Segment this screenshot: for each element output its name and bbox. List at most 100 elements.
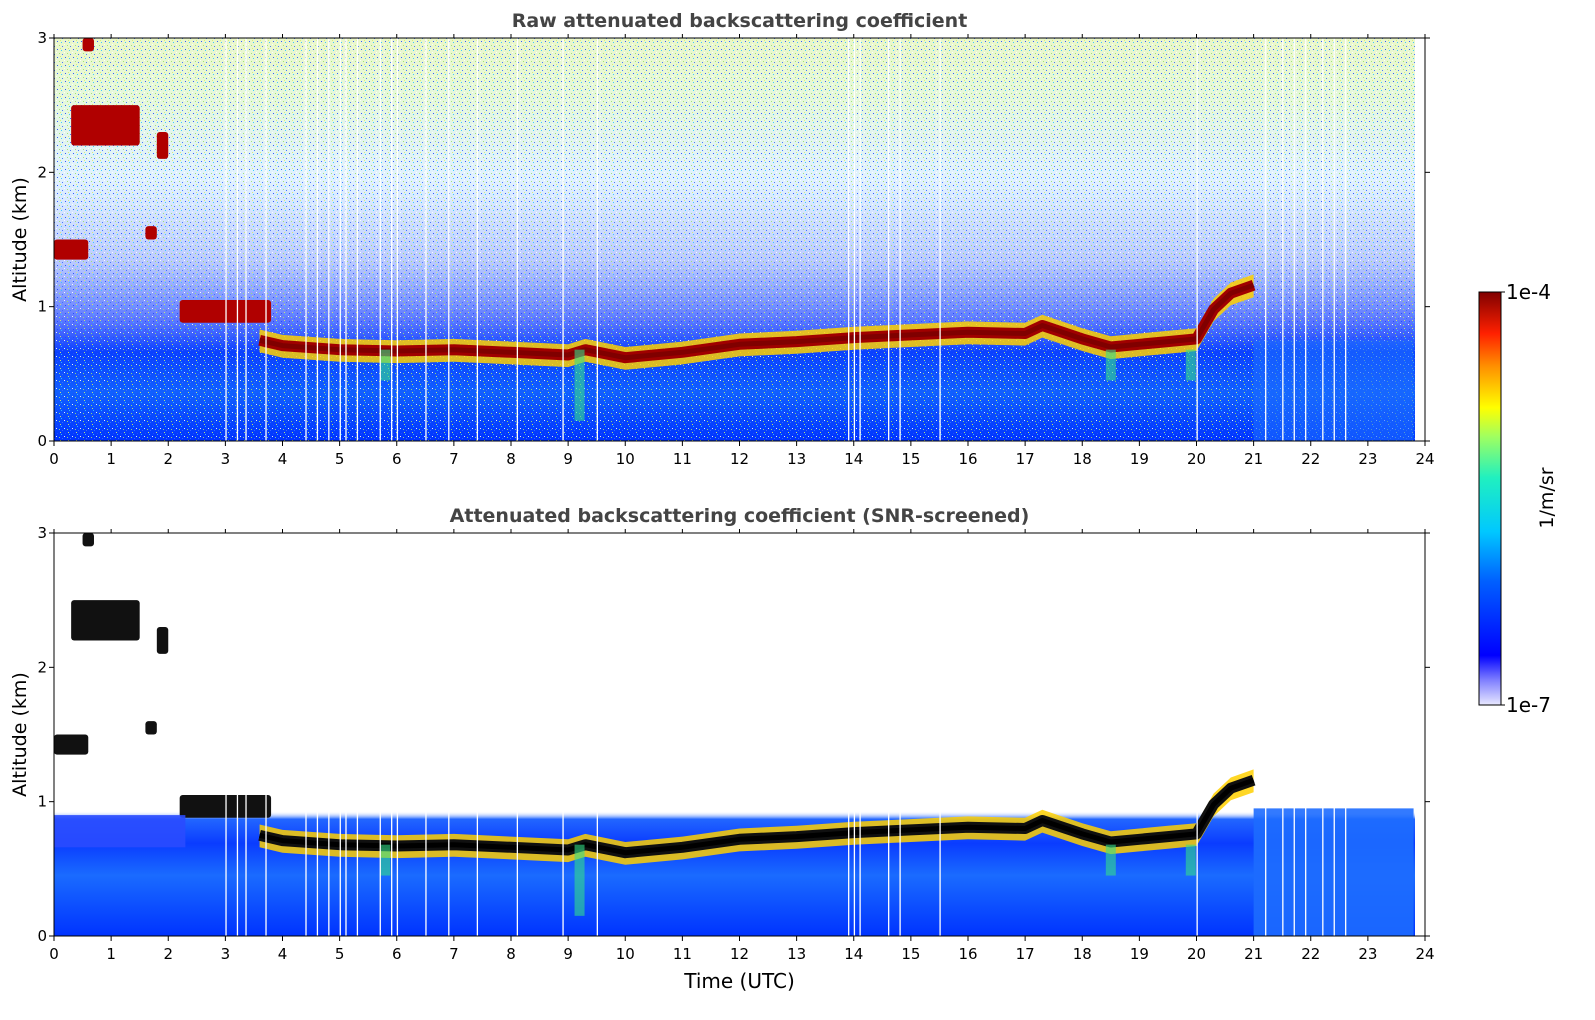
data-gap <box>448 38 450 441</box>
x-tick-label: 16 <box>958 945 977 963</box>
data-gap <box>425 38 427 441</box>
cloud-layer <box>82 533 94 547</box>
x-tick-label: 18 <box>1073 450 1092 468</box>
x-tick-label: 20 <box>1187 945 1206 963</box>
data-gap <box>305 38 307 441</box>
x-tick-label: 4 <box>278 450 288 468</box>
data-gap <box>245 533 247 936</box>
panel2-ylabel: Altitude (km) <box>9 672 31 797</box>
data-gap <box>516 533 519 936</box>
data-gap <box>1196 38 1198 441</box>
data-gap <box>316 533 319 936</box>
data-gap <box>596 38 598 441</box>
x-tick-label: 15 <box>901 450 920 468</box>
data-gap <box>1293 533 1295 936</box>
data-gap <box>1282 38 1284 441</box>
x-tick-label: 5 <box>335 450 345 468</box>
data-gap <box>356 38 359 441</box>
x-tick-label: 19 <box>1130 450 1149 468</box>
aerosol-plume <box>1185 844 1196 876</box>
x-tick-label: 17 <box>1016 450 1035 468</box>
data-gap <box>848 38 850 441</box>
x-tick-label: 9 <box>563 945 573 963</box>
data-gap <box>396 38 399 441</box>
x-tick-label: 22 <box>1301 450 1320 468</box>
colorbar <box>1478 291 1502 706</box>
data-gap <box>562 533 564 936</box>
data-gap <box>345 38 347 441</box>
y-tick-label: 0 <box>37 432 47 450</box>
data-gap <box>1293 38 1295 441</box>
aerosol-plume <box>1105 349 1116 381</box>
data-gap <box>1282 533 1284 936</box>
colorbar-min-label: 1e-7 <box>1506 693 1551 717</box>
x-tick-label: 23 <box>1358 450 1377 468</box>
data-gap <box>356 533 359 936</box>
x-tick-label: 13 <box>787 945 806 963</box>
x-tick-label: 4 <box>278 945 288 963</box>
x-tick-label: 23 <box>1358 945 1377 963</box>
data-gap <box>245 38 247 441</box>
panel1-ylabel: Altitude (km) <box>9 177 31 302</box>
data-gap <box>888 533 890 936</box>
data-gap <box>1345 533 1347 936</box>
data-gap <box>1265 38 1267 441</box>
data-gap <box>853 533 856 936</box>
x-tick-label: 7 <box>449 945 459 963</box>
panel1-title: Raw attenuated backscattering coefficien… <box>512 10 968 32</box>
cloud-layer <box>145 226 157 240</box>
data-gap <box>265 38 267 441</box>
y-tick-label: 2 <box>37 163 47 181</box>
panel1-axes: 0 1 2 3 4 5 6 7 8 9 10 11 12 13 14 15 16 17 18 19 20 21 22 23 24… <box>37 29 1434 468</box>
panel1-heatmap <box>54 38 1425 441</box>
cloud-layer <box>71 600 140 641</box>
panel2-data-gaps <box>225 533 1347 936</box>
data-gap <box>379 533 381 936</box>
cloud-layer <box>54 734 89 755</box>
x-tick-label: 3 <box>221 450 231 468</box>
data-gap <box>305 533 307 936</box>
x-tick-label: 2 <box>163 450 173 468</box>
data-gap <box>939 38 941 441</box>
y-tick-label: 1 <box>37 793 47 811</box>
x-axis-label: Time (UTC) <box>683 969 795 993</box>
cloud-layer <box>156 132 169 159</box>
x-tick-label: 2 <box>163 945 173 963</box>
x-tick-label: 10 <box>616 450 635 468</box>
panel2-signal-field <box>54 533 1415 936</box>
data-gap <box>939 533 941 936</box>
aerosol-plume <box>380 349 391 381</box>
x-tick-label: 12 <box>730 945 749 963</box>
x-tick-label: 14 <box>844 450 863 468</box>
x-tick-label: 11 <box>673 450 692 468</box>
x-tick-label: 10 <box>616 945 635 963</box>
x-tick-label: 12 <box>730 450 749 468</box>
boundary-layer-halo <box>259 274 1254 370</box>
cloud-layer <box>145 721 157 735</box>
y-tick-label: 3 <box>37 524 47 542</box>
data-gap <box>899 38 901 441</box>
panel1-noise <box>54 38 1415 441</box>
data-gap <box>396 533 399 936</box>
panel2-axes: 0 1 2 3 4 5 6 7 8 9 10 11 12 13 14 15 16 17 18 19 20 21 22 23 24… <box>37 524 1434 963</box>
x-tick-label: 3 <box>221 945 231 963</box>
data-gap <box>391 533 393 936</box>
data-gap <box>236 533 239 936</box>
data-gap <box>1333 38 1335 441</box>
boundary-layer-halo <box>259 769 1254 865</box>
data-gap <box>596 533 598 936</box>
data-gap <box>1305 533 1307 936</box>
data-gap <box>562 38 564 441</box>
x-tick-label: 22 <box>1301 945 1320 963</box>
x-tick-label: 15 <box>901 945 920 963</box>
data-gap <box>516 38 519 441</box>
x-tick-label: 21 <box>1244 945 1263 963</box>
aerosol-plume <box>1185 349 1196 381</box>
cloud-layer <box>54 239 89 260</box>
data-gap <box>225 533 227 936</box>
x-tick-label: 20 <box>1187 450 1206 468</box>
data-gap <box>859 533 861 936</box>
data-gap <box>1196 533 1198 936</box>
cloud-layer <box>82 38 94 52</box>
